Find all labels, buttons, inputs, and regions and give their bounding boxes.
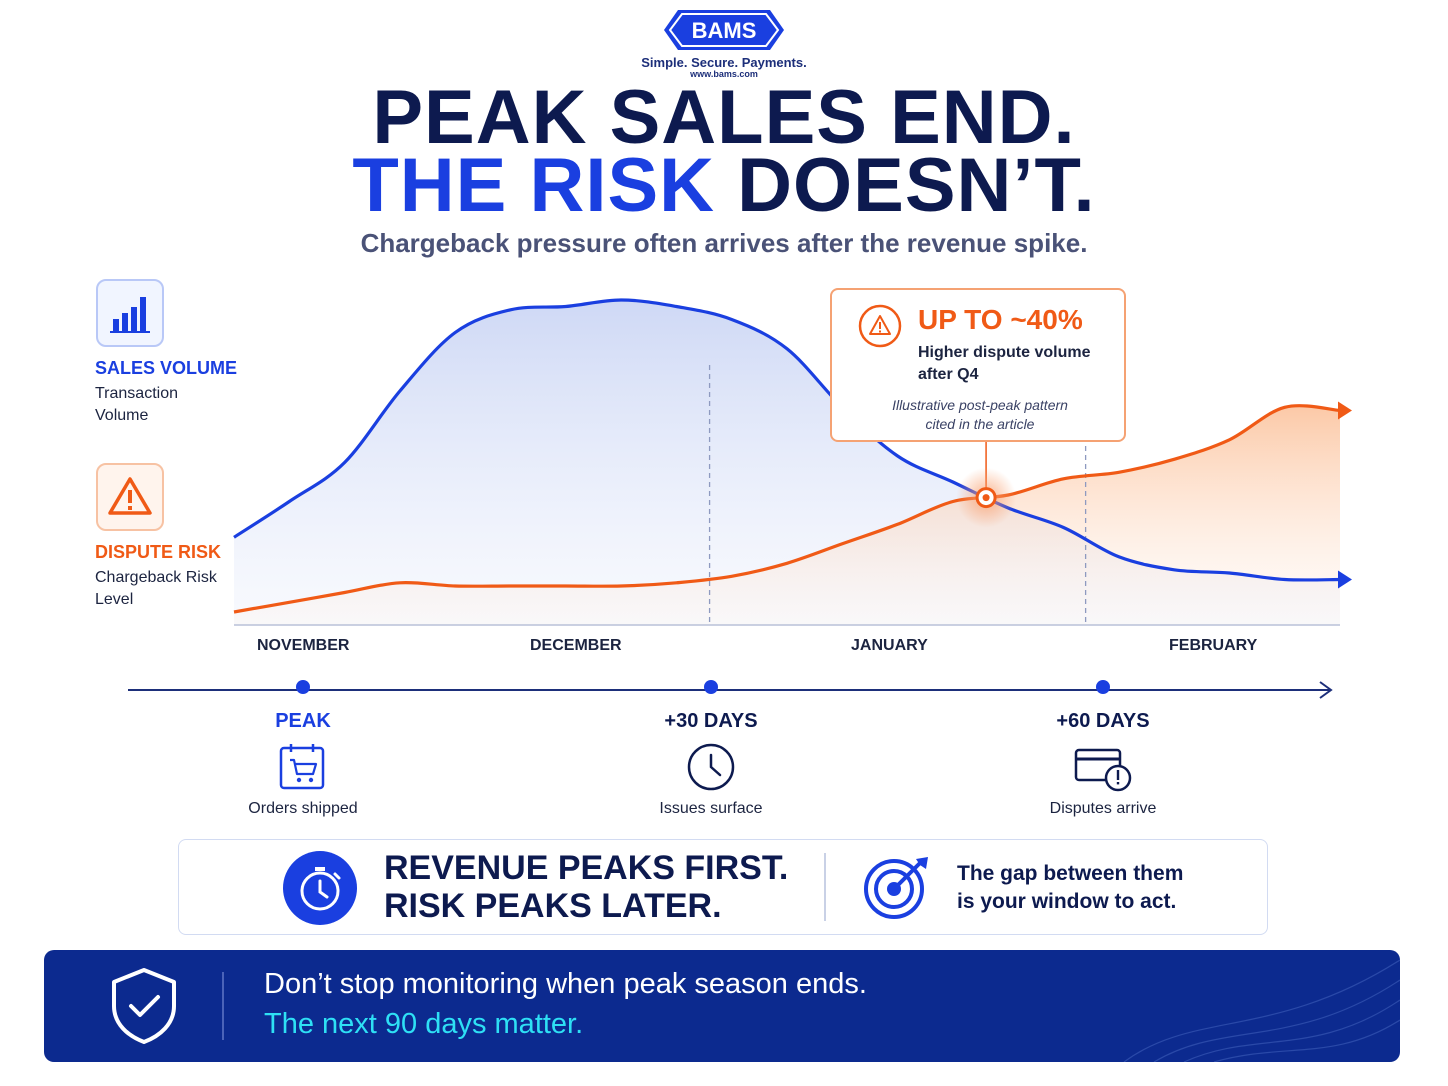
warning-icon (108, 477, 152, 515)
callout-box: UP TO ~40% Higher dispute volume after Q… (830, 288, 1126, 442)
callout-note1: Illustrative post-peak pattern (892, 397, 1068, 413)
headline-rest: DOESN’T. (737, 143, 1096, 228)
timeline (128, 680, 1333, 792)
footer-divider (222, 972, 224, 1040)
risk-legend-text: Chargeback Risk Level (95, 569, 217, 608)
band-text: The gap between them is your window to a… (957, 860, 1183, 916)
band-text-line1: The gap between them (957, 862, 1184, 885)
sales-legend-icon-box (96, 279, 164, 347)
shopping-cart-icon (279, 744, 325, 790)
bar-chart-icon (110, 297, 150, 333)
sales-legend-text: Transaction Volume (95, 385, 178, 424)
dispute-risk-arrow-icon (1338, 401, 1352, 420)
timeline-arrow-icon (1319, 681, 1333, 699)
footer-line2: The next 90 days matter. (264, 1008, 584, 1040)
callout-headline: UP TO ~40% (918, 304, 1083, 335)
timeline-dot-peak (296, 680, 310, 694)
milestone-caption-peak: Orders shipped (248, 800, 358, 817)
sales-legend-title: SALES VOLUME (95, 358, 238, 378)
month-label-january: JANUARY (851, 637, 928, 654)
band-divider (824, 853, 826, 921)
logo-text: BAMS (692, 18, 757, 43)
sales-volume-line (233, 298, 1341, 582)
milestone-label-30-days: +30 DAYS (664, 710, 758, 732)
stopwatch-icon (283, 851, 357, 925)
tagline: Simple. Secure. Payments. (641, 55, 807, 70)
milestone-label-60-days: +60 DAYS (1056, 710, 1150, 732)
callout-note2: cited in the article (925, 416, 1035, 432)
risk-legend-title: DISPUTE RISK (95, 542, 222, 562)
timeline-dot-60 (1096, 680, 1110, 694)
band-headline-line1: REVENUE PEAKS FIRST. (384, 849, 789, 887)
band-text-line2: is your window to act. (957, 890, 1177, 913)
sales-risk-chart (233, 298, 1352, 626)
footer-banner: Don’t stop monitoring when peak season e… (44, 950, 1400, 1062)
milestone-label-peak: PEAK (275, 710, 331, 732)
target-icon (864, 857, 928, 919)
footer-line1: Don’t stop monitoring when peak season e… (264, 968, 867, 1000)
callout-line2: after Q4 (918, 366, 979, 383)
month-label-december: DECEMBER (530, 637, 622, 654)
bams-logo: BAMS (664, 10, 784, 50)
month-label-february: FEBRUARY (1169, 637, 1258, 654)
milestone-caption-60-days: Disputes arrive (1049, 800, 1157, 817)
shield-check-icon (112, 968, 176, 1044)
dispute-risk-line (233, 404, 1341, 614)
month-label-november: NOVEMBER (257, 637, 350, 654)
milestone-caption-30-days: Issues surface (659, 800, 763, 817)
card-alert-icon (1074, 748, 1132, 792)
band-headline-line2: RISK PEAKS LATER. (384, 887, 722, 925)
warning-circle-icon (858, 304, 902, 348)
callout-line1: Higher dispute volume (918, 344, 1091, 361)
crossing-point-center (982, 494, 990, 502)
brand-url: www.bams.com (690, 69, 758, 79)
clock-icon (687, 743, 735, 791)
band-headline: REVENUE PEAKS FIRST. RISK PEAKS LATER. (384, 849, 788, 925)
timeline-dot-30 (704, 680, 718, 694)
headline-highlight: THE RISK (352, 143, 716, 228)
sales-volume-arrow-icon (1338, 570, 1352, 589)
dispute-risk-area (234, 405, 1340, 625)
headline-line1: PEAK SALES END. (372, 75, 1076, 160)
insight-band (178, 839, 1268, 935)
headline-line2: THE RISK DOESN’T. (0, 148, 1448, 224)
subtitle: Chargeback pressure often arrives after … (360, 228, 1088, 258)
risk-legend-icon-box (96, 463, 164, 531)
footer-wave-pattern (1123, 959, 1400, 1062)
